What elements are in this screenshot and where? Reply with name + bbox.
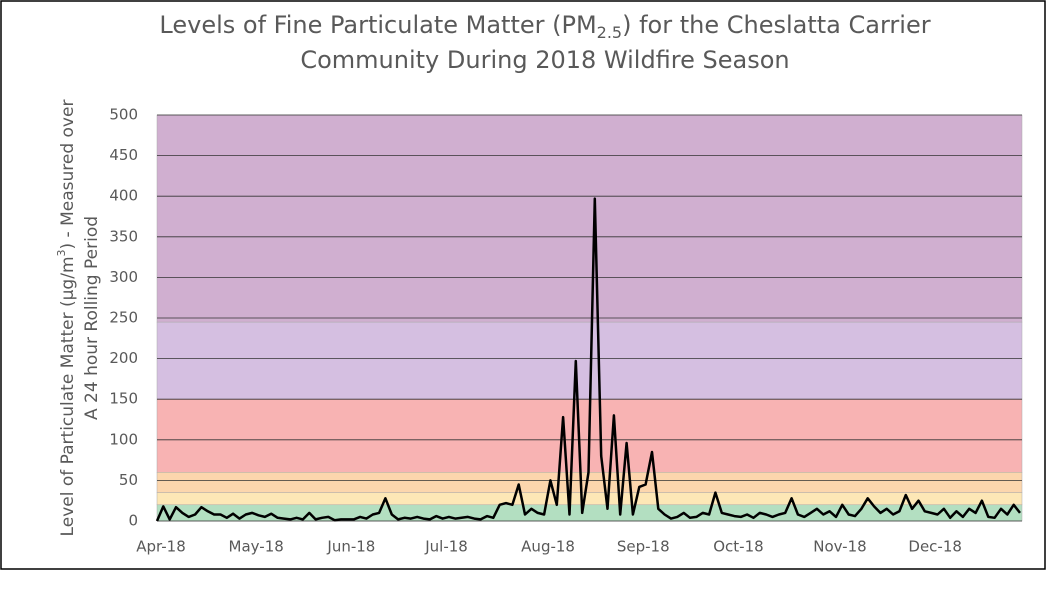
y-axis-label: A 24 hour Rolling Period <box>82 216 102 420</box>
y-tick-label: 300 <box>109 268 138 286</box>
title-subscript: 2.5 <box>597 23 622 42</box>
y-tick-label: 250 <box>109 309 138 327</box>
x-tick-label: Dec-18 <box>908 538 962 556</box>
x-tick-label: Sep-18 <box>617 538 670 556</box>
y-tick-label: 50 <box>119 471 138 489</box>
band <box>156 492 1023 506</box>
y-tick-label: 500 <box>109 106 138 124</box>
x-tick-label: Nov-18 <box>813 538 866 556</box>
chart-title: Levels of Fine Particulate Matter (PM2.5… <box>159 11 930 42</box>
y-tick-label: 150 <box>109 390 138 408</box>
data-line <box>155 197 1021 522</box>
title-part: Levels of Fine Particulate Matter (PM <box>159 11 596 39</box>
y-tick-label: 350 <box>109 227 138 245</box>
label-part: ) - Measured over <box>58 100 78 250</box>
chart-title: Community During 2018 Wildfire Season <box>300 46 789 74</box>
label-part: Level of Particulate Matter (µg/m <box>58 257 78 537</box>
band <box>156 114 1023 323</box>
x-tick-label: Apr-18 <box>136 538 186 556</box>
band <box>156 472 1023 493</box>
x-tick-label: May-18 <box>229 538 284 556</box>
label-superscript: 3 <box>55 250 68 257</box>
x-tick-label: Jun-18 <box>326 538 375 556</box>
y-tick-label: 450 <box>109 146 138 164</box>
title-part: ) for the Cheslatta Carrier <box>622 11 931 39</box>
x-tick-label: Jul-18 <box>424 538 468 556</box>
y-tick-label: 200 <box>109 349 138 367</box>
x-tick-label: Oct-18 <box>713 538 763 556</box>
y-tick-label: 100 <box>109 430 138 448</box>
y-axis-label: Level of Particulate Matter (µg/m3) - Me… <box>55 100 78 537</box>
x-tick-label: Aug-18 <box>521 538 575 556</box>
y-tick-label: 400 <box>109 187 138 205</box>
y-tick-label: 0 <box>128 512 138 530</box>
